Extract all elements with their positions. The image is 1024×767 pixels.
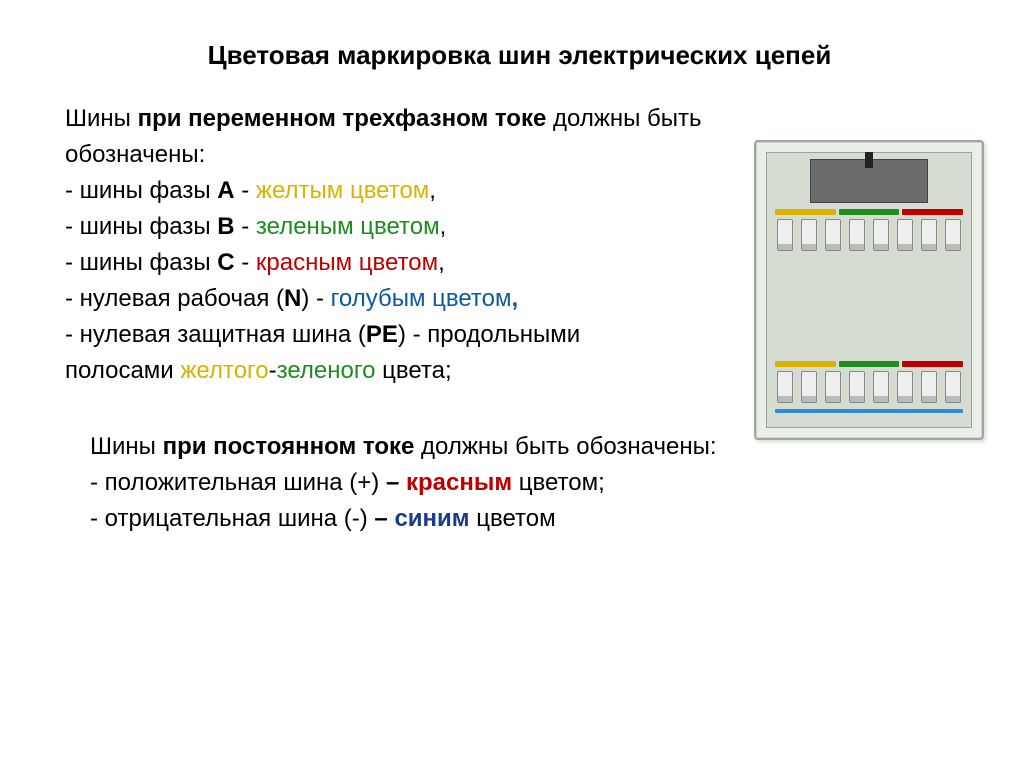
ac-item-b: - шины фазы В - зеленым цветом, bbox=[65, 209, 705, 245]
fuse-row-2 bbox=[773, 371, 965, 403]
fuse-row-1 bbox=[773, 219, 965, 251]
ac-item-n: - нулевая рабочая (N) - голубым цветом, bbox=[65, 281, 705, 317]
main-switch bbox=[810, 159, 927, 203]
ac-item-pe-line2: полосами желтого-зеленого цвета; bbox=[65, 353, 705, 389]
ac-item-a: - шины фазы А - желтым цветом, bbox=[65, 173, 705, 209]
ac-block: Шины при переменном трехфазном токе долж… bbox=[65, 101, 705, 389]
ac-item-pe-line1: - нулевая защитная шина (РЕ) - продольны… bbox=[65, 317, 705, 353]
cabinet-image bbox=[754, 140, 984, 440]
dc-item-pos: - положительная шина (+) – красным цвето… bbox=[90, 465, 974, 501]
page-title: Цветовая маркировка шин электрических це… bbox=[65, 40, 974, 71]
ac-item-c: - шины фазы С - красным цветом, bbox=[65, 245, 705, 281]
dc-item-neg: - отрицательная шина (-) – синим цветом bbox=[90, 501, 974, 537]
busbars bbox=[775, 209, 963, 215]
dc-block: Шины при постоянном токе должны быть обо… bbox=[90, 429, 974, 537]
ac-lead: Шины при переменном трехфазном токе долж… bbox=[65, 101, 705, 173]
